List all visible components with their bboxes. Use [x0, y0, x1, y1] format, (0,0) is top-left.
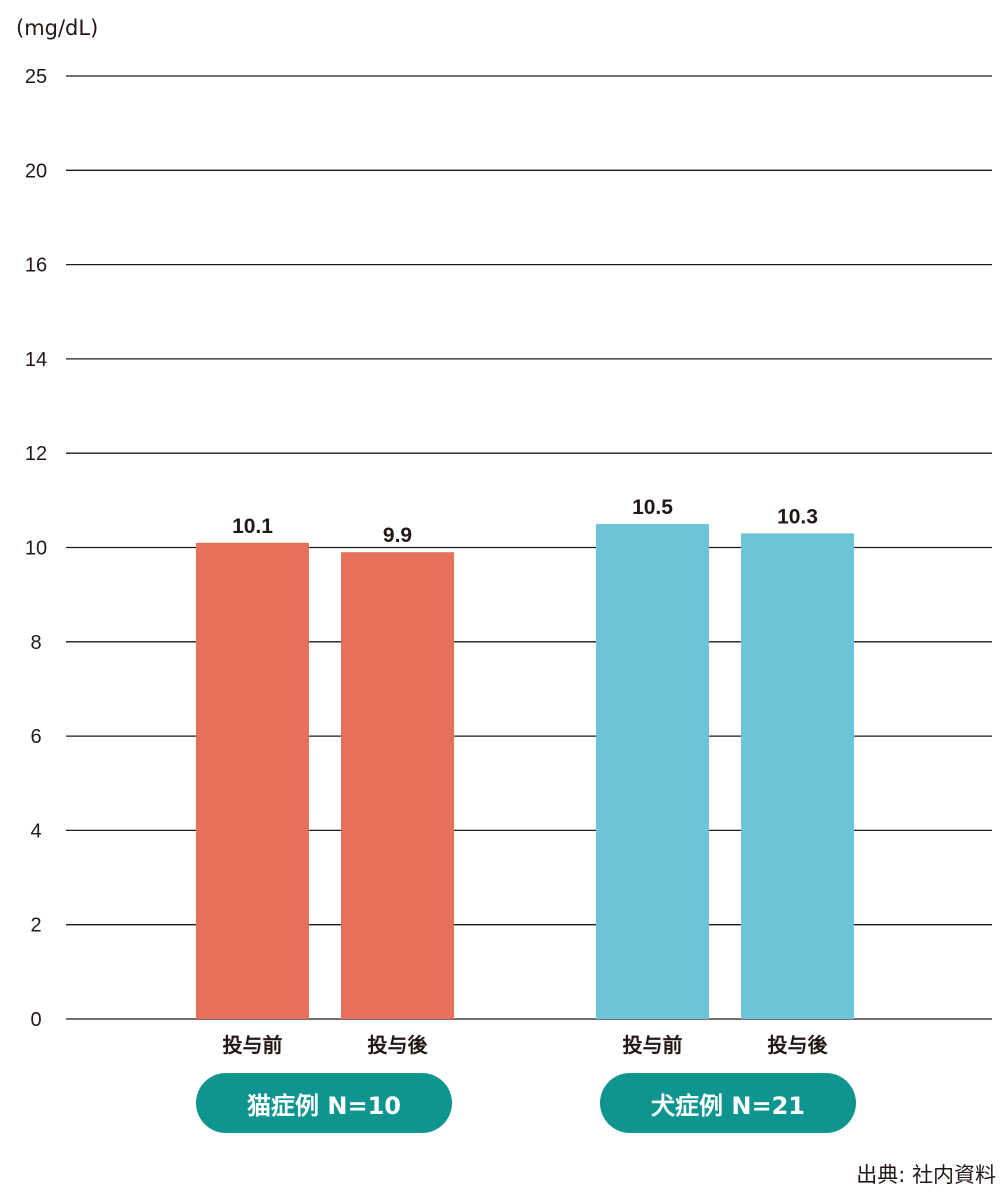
bar — [341, 552, 454, 1019]
x-category-label: 投与前 — [623, 1033, 683, 1057]
y-tick-label: 6 — [30, 726, 41, 748]
y-tick-label: 8 — [30, 632, 41, 654]
y-tick-label: 2 — [30, 915, 41, 937]
bar-value-label: 10.3 — [777, 505, 818, 528]
y-tick-label: 10 — [25, 538, 47, 560]
bar — [741, 533, 854, 1019]
bar-value-label: 9.9 — [383, 524, 412, 547]
y-axis-unit-label: (mg/dL) — [16, 16, 99, 40]
group-label-cat: 猫症例 N=10 — [196, 1073, 452, 1133]
bar-value-label: 10.5 — [632, 496, 673, 519]
y-tick-label: 20 — [25, 160, 47, 182]
bar — [196, 542, 309, 1019]
x-category-label: 投与前 — [223, 1033, 283, 1057]
y-tick-label: 12 — [25, 443, 47, 465]
x-category-label: 投与後 — [368, 1033, 429, 1057]
bar-value-label: 10.1 — [232, 515, 273, 538]
group-label-dog: 犬症例 N=21 — [600, 1073, 856, 1133]
y-tick-label: 0 — [30, 1009, 41, 1031]
y-tick-label: 4 — [30, 820, 41, 842]
y-tick-label: 14 — [25, 349, 47, 371]
x-category-label: 投与後 — [768, 1033, 829, 1057]
bar — [596, 523, 709, 1019]
y-tick-label: 16 — [25, 255, 47, 277]
y-tick-label: 25 — [25, 66, 47, 88]
source-note: 出典: 社内資料 — [856, 1163, 996, 1187]
